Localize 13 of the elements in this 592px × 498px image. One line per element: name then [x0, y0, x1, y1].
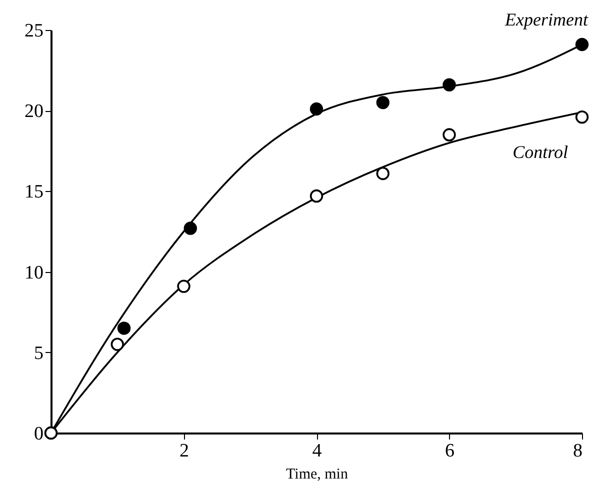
x-tick-label: 6 [445, 440, 454, 462]
series-label: Experiment [504, 10, 589, 30]
x-tick-label: 8 [573, 440, 582, 462]
y-tick-label: 5 [34, 342, 44, 364]
y-tick-label: 10 [24, 262, 44, 284]
y-tick-label: 15 [24, 182, 44, 203]
y-tick-label: 25 [24, 20, 44, 42]
x-tick-label: 4 [312, 440, 322, 462]
x-axis-title: Time, min [286, 466, 348, 482]
y-tick-label: 0 [34, 424, 44, 444]
series-label: Control [512, 142, 568, 162]
y-tick-label: 20 [24, 101, 44, 122]
x-tick-label: 2 [180, 440, 189, 462]
